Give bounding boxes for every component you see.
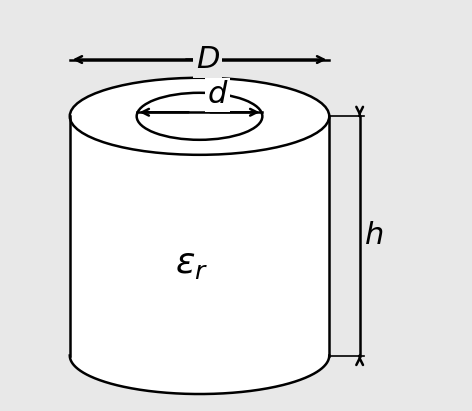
Polygon shape [70,116,329,356]
Text: $D$: $D$ [195,44,219,75]
Text: $d$: $d$ [207,79,228,110]
Polygon shape [70,356,329,394]
Text: $\varepsilon_r$: $\varepsilon_r$ [175,247,208,281]
Text: $h$: $h$ [364,220,383,252]
Ellipse shape [70,78,329,155]
